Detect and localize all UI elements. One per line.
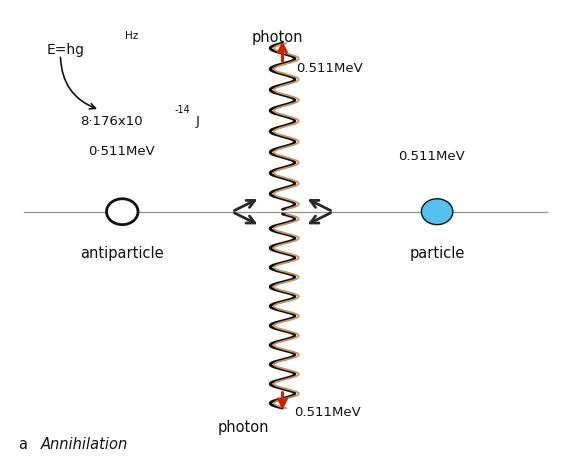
Text: E=hg: E=hg — [46, 43, 84, 57]
Text: Hz: Hz — [125, 32, 138, 41]
Circle shape — [421, 199, 453, 225]
Text: photon: photon — [251, 30, 303, 45]
FancyArrowPatch shape — [60, 57, 95, 109]
Text: 0.511MeV: 0.511MeV — [297, 62, 363, 75]
Circle shape — [107, 199, 138, 225]
Text: 0.511MeV: 0.511MeV — [294, 406, 360, 419]
Text: 0·511MeV: 0·511MeV — [89, 145, 155, 158]
Text: -14: -14 — [175, 106, 190, 115]
Text: a: a — [18, 437, 27, 452]
Text: 8·176x10: 8·176x10 — [80, 115, 143, 127]
Text: 0.511MeV: 0.511MeV — [398, 150, 464, 163]
Text: particle: particle — [410, 246, 465, 261]
Text: J: J — [195, 115, 199, 127]
Text: photon: photon — [218, 420, 269, 435]
Text: Annihilation: Annihilation — [41, 437, 128, 452]
Text: antiparticle: antiparticle — [80, 246, 164, 261]
